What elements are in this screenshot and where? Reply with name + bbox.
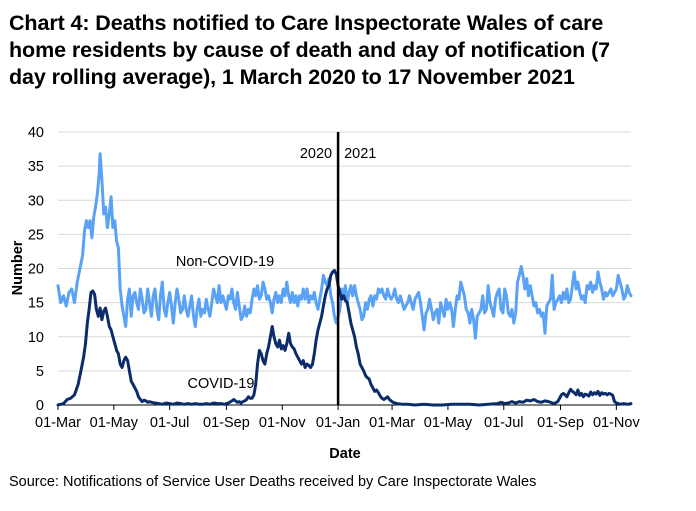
y-tick-label: 20 bbox=[28, 262, 44, 278]
y-tick-label: 0 bbox=[36, 398, 44, 414]
chart-title: Chart 4: Deaths notified to Care Inspect… bbox=[9, 10, 694, 91]
x-tick-label: 01-Nov bbox=[593, 415, 640, 431]
x-tick-label: 01-Jul bbox=[150, 415, 190, 431]
y-tick-label: 30 bbox=[28, 193, 44, 209]
y-axis-label: Number bbox=[10, 240, 26, 295]
x-tick-label: 01-Jul bbox=[484, 415, 524, 431]
y-axis-ticks: 0 5 10 15 20 25 30 35 40 bbox=[28, 125, 44, 414]
x-tick-label: 01-Nov bbox=[259, 415, 306, 431]
gridlines bbox=[58, 131, 631, 372]
chart-title-line-2: home residents by cause of death and day… bbox=[9, 38, 610, 62]
x-tick-label: 01-May bbox=[90, 415, 139, 431]
series-lines bbox=[56, 152, 633, 407]
series-line-non-covid-19 bbox=[56, 152, 633, 340]
x-tick-label: 01-Mar bbox=[369, 415, 415, 431]
annotation-non-covid-19: Non-COVID-19 bbox=[176, 254, 274, 270]
y-tick-label: 10 bbox=[28, 330, 44, 346]
x-tick-label: 01-May bbox=[424, 415, 473, 431]
y-tick-label: 5 bbox=[36, 364, 44, 380]
x-tick-label: 01-Sep bbox=[537, 415, 584, 431]
x-tick-label: 01-Sep bbox=[203, 415, 250, 431]
y-tick-label: 15 bbox=[28, 296, 44, 312]
y-tick-label: 35 bbox=[28, 159, 44, 175]
y-tick-label: 25 bbox=[28, 227, 44, 243]
annotation-2020: 2020 bbox=[300, 146, 332, 162]
y-tick-label: 40 bbox=[28, 125, 44, 141]
annotation-covid-19: COVID-19 bbox=[188, 376, 255, 392]
series-line-covid-19 bbox=[56, 269, 633, 407]
source-note: Source: Notifications of Service User De… bbox=[9, 474, 537, 490]
x-tick-label: 01-Mar bbox=[35, 415, 81, 431]
annotations: 2020 2021 Non-COVID-19 COVID-19 bbox=[176, 146, 377, 392]
x-axis-label: Date bbox=[329, 446, 360, 462]
chart-title-line-3: day rolling average), 1 March 2020 to 17… bbox=[9, 65, 575, 89]
x-axis: 01-Mar 01-May 01-Jul 01-Sep 01-Nov 01-Jan 01-M… bbox=[35, 404, 640, 431]
annotation-2021: 2021 bbox=[344, 146, 376, 162]
chart-title-line-1: Chart 4: Deaths notified to Care Inspect… bbox=[9, 11, 604, 35]
x-tick-label: 01-Jan bbox=[316, 415, 360, 431]
